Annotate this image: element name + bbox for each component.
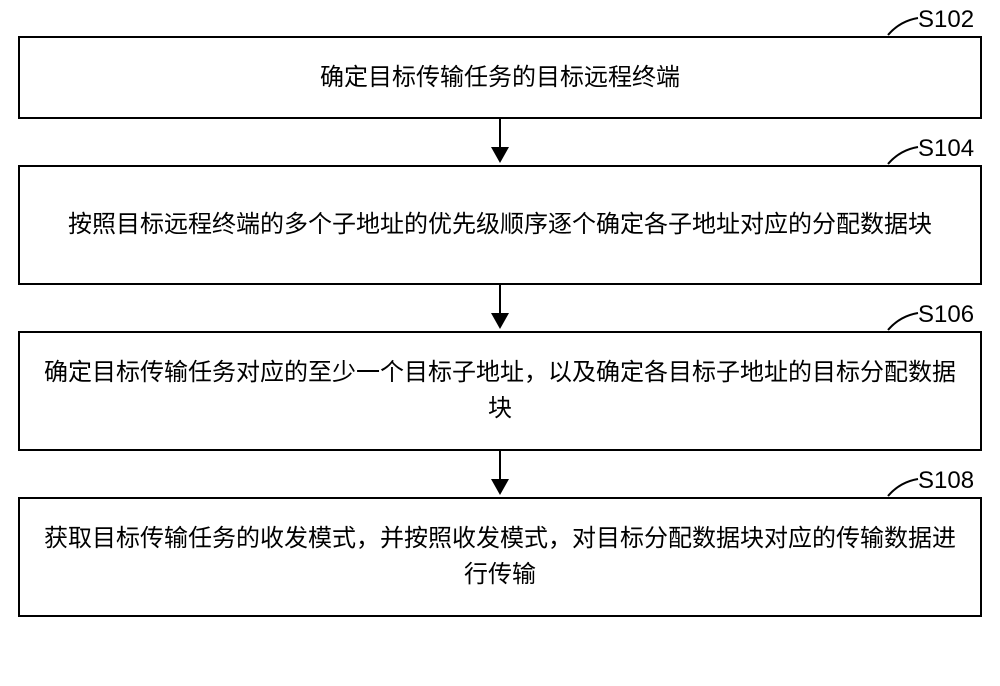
step-label-s106: S106 (918, 301, 974, 329)
step-tick-s106 (886, 310, 920, 332)
step-label-s104: S104 (918, 135, 974, 163)
step-box-s108: 获取目标传输任务的收发模式，并按照收发模式，对目标分配数据块对应的传输数据进行传… (18, 497, 982, 617)
step-text-s108: 获取目标传输任务的收发模式，并按照收发模式，对目标分配数据块对应的传输数据进行传… (44, 521, 956, 593)
step-tick-s102 (886, 15, 920, 37)
step-label-s102: S102 (918, 6, 974, 34)
step-text-s106: 确定目标传输任务对应的至少一个目标子地址，以及确定各目标子地址的目标分配数据块 (44, 355, 956, 427)
step-box-s102: 确定目标传输任务的目标远程终端 (18, 36, 982, 119)
step-label-s108: S108 (918, 467, 974, 495)
step-box-s106: 确定目标传输任务对应的至少一个目标子地址，以及确定各目标子地址的目标分配数据块 (18, 331, 982, 451)
step-text-s104: 按照目标远程终端的多个子地址的优先级顺序逐个确定各子地址对应的分配数据块 (68, 207, 932, 243)
flowchart-canvas: 确定目标传输任务的目标远程终端 S102 按照目标远程终端的多个子地址的优先级顺序逐… (0, 0, 1000, 686)
step-tick-s108 (886, 476, 920, 498)
step-text-s102: 确定目标传输任务的目标远程终端 (320, 60, 680, 96)
step-box-s104: 按照目标远程终端的多个子地址的优先级顺序逐个确定各子地址对应的分配数据块 (18, 165, 982, 285)
step-tick-s104 (886, 144, 920, 166)
